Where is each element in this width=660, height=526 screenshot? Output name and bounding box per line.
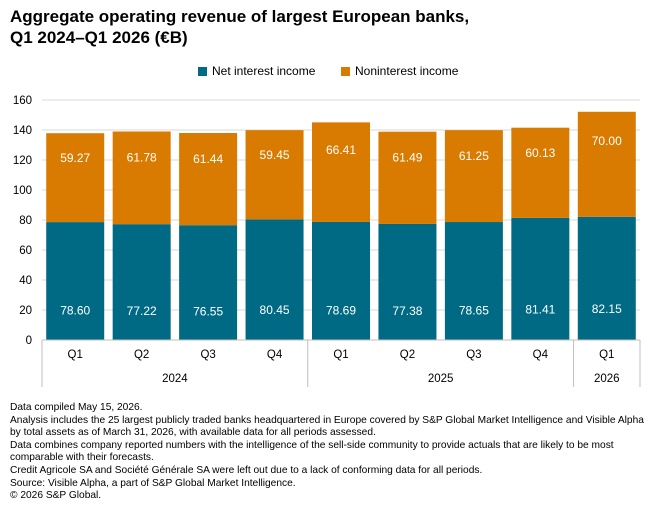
data-label-net-interest: 78.69 [326, 303, 356, 317]
data-label-net-interest: 77.22 [127, 304, 157, 318]
y-tick-label: 60 [19, 245, 32, 257]
data-label-noninterest: 66.41 [326, 143, 356, 157]
bar-noninterest [378, 131, 437, 224]
bar-net-interest [577, 216, 636, 340]
bar-net-interest [378, 223, 437, 340]
y-tick-label: 140 [13, 125, 32, 137]
data-label-noninterest: 59.27 [60, 151, 90, 165]
chart-title-line-2: Q1 2024–Q1 2026 (€B) [10, 28, 188, 47]
y-tick-label: 120 [13, 155, 32, 167]
y-tick-label: 80 [19, 215, 32, 227]
x-group-label: 2026 [594, 373, 620, 385]
legend-label-net-interest: Net interest income [212, 64, 316, 78]
legend-swatch-net-interest [198, 66, 207, 76]
legend-swatch-noninterest [341, 66, 350, 76]
data-label-noninterest: 60.13 [525, 146, 555, 160]
footnote-copyright: © 2026 S&P Global. [10, 490, 102, 502]
x-tick-label: Q1 [333, 349, 348, 361]
bar-noninterest [179, 133, 238, 226]
data-label-net-interest: 81.41 [525, 302, 555, 316]
data-label-net-interest: 80.45 [260, 303, 290, 317]
data-label-noninterest: 61.78 [127, 150, 157, 164]
x-tick-label: Q1 [68, 349, 83, 361]
bar-noninterest [312, 122, 370, 222]
y-tick-label: 160 [13, 95, 32, 107]
bar-noninterest [245, 130, 304, 220]
x-tick-label: Q1 [599, 349, 614, 361]
footnotes: Data compiled May 15, 2026. Analysis inc… [10, 402, 650, 503]
footnote-exclusions: Credit Agricole SA and Société Générale … [10, 464, 483, 476]
y-tick-label: 40 [19, 275, 32, 287]
x-tick-label: Q2 [400, 349, 415, 361]
legend-label-noninterest: Noninterest income [355, 64, 459, 78]
y-tick-label: 100 [13, 185, 32, 197]
bar-noninterest [577, 111, 636, 217]
bar-net-interest [312, 221, 370, 340]
footnote-analysis: Analysis includes the 25 largest publicl… [10, 414, 644, 439]
bar-net-interest [46, 222, 105, 340]
footnote-source: Source: Visible Alpha, a part of S&P Glo… [10, 477, 296, 489]
x-group-label: 2024 [162, 373, 188, 385]
chart-title: Aggregate operating revenue of largest E… [10, 6, 650, 48]
data-label-net-interest: 82.15 [592, 302, 622, 316]
bar-net-interest [112, 224, 171, 340]
x-tick-label: Q4 [533, 349, 549, 361]
data-label-noninterest: 61.44 [193, 152, 223, 166]
y-tick-label: 0 [26, 335, 32, 347]
bar-net-interest [179, 225, 238, 340]
data-label-net-interest: 78.65 [459, 304, 489, 318]
bar-net-interest [245, 219, 304, 340]
x-group-label: 2025 [428, 373, 454, 385]
legend: Net interest income Noninterest income [0, 64, 660, 80]
data-label-noninterest: 59.45 [260, 148, 290, 162]
bar-net-interest [511, 217, 570, 340]
data-label-net-interest: 77.38 [392, 304, 422, 318]
data-label-noninterest: 61.49 [392, 151, 422, 165]
bar-noninterest [511, 127, 570, 218]
data-label-net-interest: 76.55 [193, 304, 223, 318]
data-label-noninterest: 70.00 [592, 134, 622, 148]
bar-noninterest [112, 131, 171, 225]
y-tick-label: 20 [19, 305, 32, 317]
footnote-compiled: Data compiled May 15, 2026. [10, 402, 143, 413]
legend-item-net-interest: Net interest income [198, 64, 315, 78]
x-tick-label: Q3 [466, 349, 481, 361]
chart-title-line-1: Aggregate operating revenue of largest E… [10, 7, 470, 26]
x-tick-label: Q4 [267, 349, 283, 361]
bar-noninterest [444, 130, 503, 223]
data-label-noninterest: 61.25 [459, 149, 489, 163]
bar-net-interest [444, 222, 503, 340]
chart-plot: 0 20 40 60 80 100 120 140 160 78.60 59.27 77.22 61.7… [13, 95, 641, 387]
data-label-net-interest: 78.60 [60, 304, 90, 318]
x-tick-label: Q2 [134, 349, 149, 361]
legend-item-noninterest: Noninterest income [341, 64, 458, 78]
bar-noninterest [46, 133, 105, 223]
x-tick-label: Q3 [200, 349, 215, 361]
footnote-methodology: Data combines company reported numbers w… [10, 439, 614, 464]
